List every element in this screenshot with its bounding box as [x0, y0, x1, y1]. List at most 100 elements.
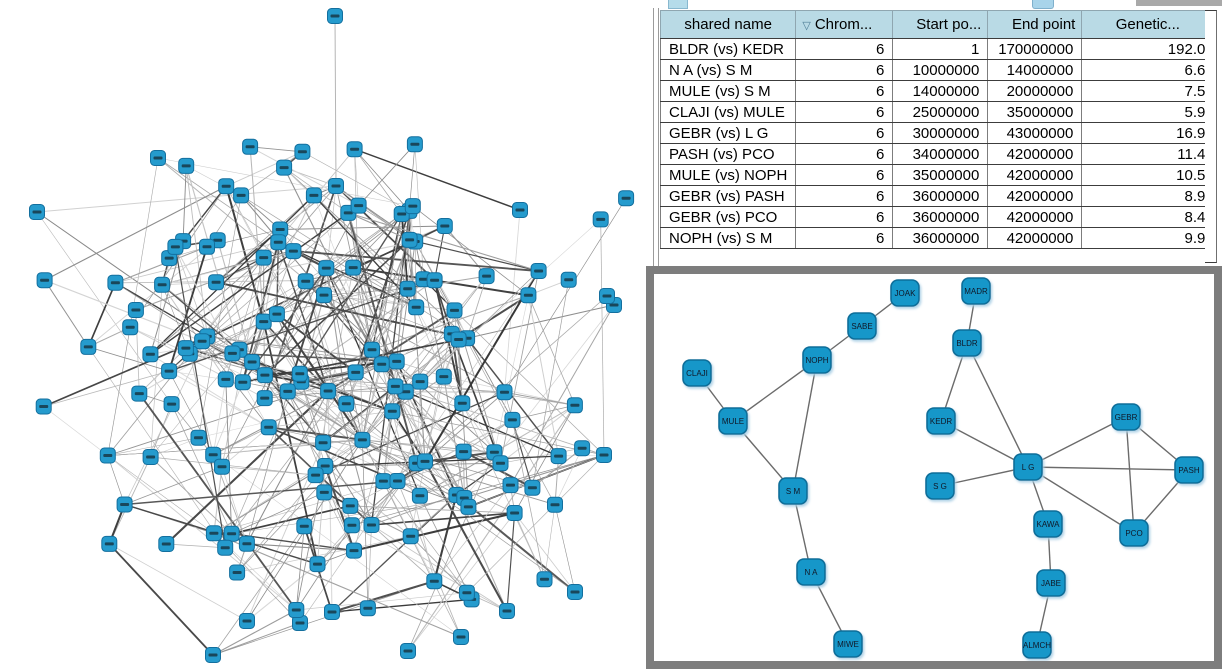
node-claji[interactable]: CLAJI: [682, 359, 712, 387]
network-edge[interactable]: [420, 219, 601, 382]
network-edge[interactable]: [514, 512, 576, 593]
table-cell[interactable]: MULE (vs) S M: [659, 80, 797, 102]
network-edge[interactable]: [109, 543, 248, 622]
network-edge[interactable]: [88, 346, 226, 548]
network-edge[interactable]: [161, 284, 227, 380]
network-edge[interactable]: [327, 390, 333, 613]
network-edge[interactable]: [212, 580, 435, 656]
network-edge[interactable]: [198, 195, 242, 438]
table-cell[interactable]: 6.6: [1081, 59, 1215, 81]
network-edge[interactable]: [434, 225, 446, 281]
network-edge[interactable]: [392, 410, 605, 456]
network-edge[interactable]: [405, 391, 505, 393]
network-node[interactable]: [315, 434, 332, 451]
network-edge[interactable]: [346, 403, 417, 464]
network-edge[interactable]: [302, 151, 410, 212]
network-edge[interactable]: [351, 454, 605, 526]
network-edge[interactable]: [249, 146, 359, 207]
table-cell[interactable]: 6: [795, 185, 894, 207]
network-node[interactable]: [101, 535, 118, 552]
network-edge[interactable]: [396, 310, 455, 362]
network-edge[interactable]: [504, 391, 575, 406]
network-edge[interactable]: [409, 239, 539, 272]
table-cell[interactable]: 42000000: [987, 227, 1083, 249]
table-cell[interactable]: 35000000: [987, 101, 1083, 123]
network-edge[interactable]: [419, 495, 472, 600]
network-edge[interactable]: [554, 456, 560, 505]
network-edge[interactable]: [115, 282, 208, 337]
network-edge[interactable]: [237, 535, 411, 573]
network-edge[interactable]: [527, 295, 560, 457]
network-edge[interactable]: [242, 337, 468, 384]
network-edge[interactable]: [510, 304, 615, 486]
network-node[interactable]: [404, 198, 421, 215]
network-node[interactable]: [345, 259, 362, 276]
network-node[interactable]: [36, 272, 53, 289]
network-node[interactable]: [547, 496, 563, 513]
network-edge[interactable]: [466, 454, 605, 593]
network-edge[interactable]: [268, 426, 398, 482]
network-node[interactable]: [178, 157, 195, 174]
network-edge[interactable]: [221, 466, 316, 476]
network-node[interactable]: [158, 536, 175, 552]
network-edge[interactable]: [215, 281, 468, 340]
network-edge[interactable]: [466, 337, 560, 457]
network-node[interactable]: [291, 365, 308, 382]
network-node[interactable]: [346, 542, 362, 559]
network-edge[interactable]: [174, 246, 226, 548]
network-node[interactable]: [399, 280, 416, 297]
network-edge[interactable]: [367, 524, 372, 609]
network-edge[interactable]: [115, 246, 208, 284]
network-edge[interactable]: [347, 212, 418, 464]
network-edge[interactable]: [268, 426, 363, 441]
network-node[interactable]: [167, 238, 184, 255]
overview-network-canvas[interactable]: [0, 0, 645, 669]
table-cell[interactable]: 16.9: [1081, 122, 1215, 144]
table-row[interactable]: CLAJI (vs) MULE 6 25000000 35000000 5.9: [659, 101, 1215, 123]
node-s-g[interactable]: S G: [925, 472, 955, 500]
table-cell[interactable]: 36000000: [892, 185, 989, 207]
network-node[interactable]: [234, 374, 251, 391]
network-edge[interactable]: [528, 295, 576, 406]
network-edge[interactable]: [554, 448, 583, 505]
node-madr[interactable]: MADR: [961, 277, 991, 305]
network-edge[interactable]: [213, 439, 363, 456]
network-node[interactable]: [530, 263, 547, 279]
node-kedr[interactable]: KEDR: [926, 407, 956, 435]
network-edge[interactable]: [371, 524, 508, 612]
table-cell[interactable]: 11.4: [1081, 143, 1215, 165]
network-edge[interactable]: [466, 304, 615, 339]
network-node[interactable]: [375, 473, 392, 490]
network-edge[interactable]: [168, 246, 208, 372]
network-edge[interactable]: [295, 526, 305, 611]
network-edge[interactable]: [236, 465, 326, 573]
network-edge[interactable]: [221, 466, 248, 544]
table-cell[interactable]: 20000000: [987, 80, 1083, 102]
table-cell[interactable]: 42000000: [987, 206, 1083, 228]
network-node[interactable]: [35, 398, 52, 415]
network-edge[interactable]: [280, 225, 445, 230]
network-edge[interactable]: [1027, 466, 1190, 471]
network-edge[interactable]: [263, 321, 301, 374]
network-edge[interactable]: [358, 144, 416, 206]
network-node[interactable]: [177, 340, 194, 357]
network-edge[interactable]: [407, 404, 576, 652]
table-cell[interactable]: 8.4: [1081, 206, 1215, 228]
network-node[interactable]: [567, 584, 583, 600]
network-edge[interactable]: [335, 185, 410, 241]
network-edge[interactable]: [225, 186, 347, 404]
network-edge[interactable]: [221, 257, 265, 467]
column-header-end-point[interactable]: End point: [987, 10, 1083, 39]
table-row[interactable]: MULE (vs) NOPH 6 35000000 42000000 10.5: [659, 164, 1215, 186]
network-edge[interactable]: [353, 411, 393, 551]
node-kawa[interactable]: KAWA: [1033, 510, 1063, 538]
node-bldr[interactable]: BLDR: [952, 329, 982, 357]
network-node[interactable]: [450, 331, 467, 348]
network-node[interactable]: [363, 517, 380, 533]
network-node[interactable]: [327, 8, 343, 24]
network-edge[interactable]: [201, 340, 244, 383]
table-cell[interactable]: 36000000: [892, 227, 989, 249]
network-edge[interactable]: [283, 167, 337, 187]
node-pash[interactable]: PASH: [1174, 456, 1204, 484]
